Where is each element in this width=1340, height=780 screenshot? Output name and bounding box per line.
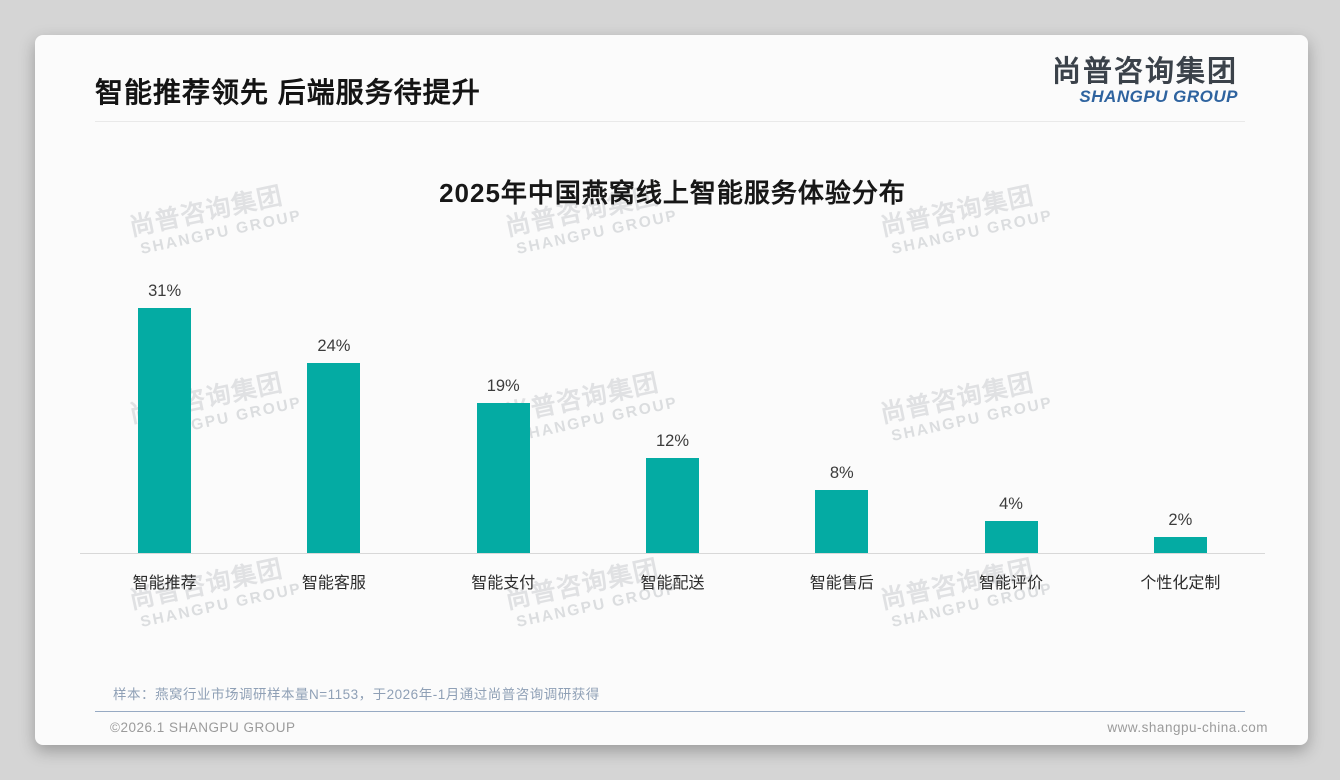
bar-column: 2%: [1096, 511, 1265, 553]
x-axis-label: 智能售后: [809, 575, 874, 592]
bar: [815, 489, 869, 553]
x-axis-label: 智能推荐: [132, 575, 197, 592]
x-axis-label: 智能客服: [301, 575, 366, 592]
bar-column: 31%: [80, 282, 249, 553]
bar-value-label: 8%: [829, 463, 854, 482]
x-axis-label: 智能评价: [979, 575, 1044, 592]
report-slide: 尚普咨询集团 SHANGPU GROUP 尚普咨询集团 SHANGPU GROUP 尚普…: [35, 35, 1308, 745]
page-title: 智能推荐领先 后端服务待提升: [95, 77, 481, 108]
x-axis-label: 智能支付: [471, 575, 536, 592]
bar: [1153, 537, 1207, 553]
bar-value-label: 31%: [148, 282, 182, 301]
sample-footnote: 样本：燕窝行业市场调研样本量N=1153，于2026年-1月通过尚普咨询调研获得: [113, 687, 600, 702]
bar: [307, 363, 361, 553]
bar: [476, 402, 530, 553]
x-axis-line: [80, 553, 1265, 554]
bar: [138, 308, 192, 553]
logo-chinese-name: 尚普咨询集团: [1051, 56, 1238, 88]
bar: [984, 521, 1038, 553]
footer-divider: [95, 711, 1245, 712]
company-logo: 尚普咨询集团 SHANGPU GROUP: [1052, 57, 1238, 106]
logo-english-name: SHANGPU GROUP: [1079, 87, 1238, 107]
bar: [645, 458, 699, 553]
copyright-text: ©2026.1 SHANGPU GROUP: [110, 720, 296, 735]
watermark-english: SHANGPU GROUP: [889, 206, 1055, 258]
website-url: www.shangpu-china.com: [1107, 720, 1268, 735]
watermark-english: SHANGPU GROUP: [514, 206, 680, 258]
bar-value-label: 19%: [486, 376, 520, 395]
bar-column: 8%: [757, 464, 926, 553]
footer: ©2026.1 SHANGPU GROUP www.shangpu-china.…: [110, 720, 1268, 735]
watermark-english: SHANGPU GROUP: [138, 206, 304, 258]
bar-plot: 31% 24% 19% 12% 8% 4% 2%: [80, 265, 1265, 553]
x-axis-label: 个性化定制: [1140, 575, 1221, 592]
x-axis-labels: 智能推荐 智能客服 智能支付 智能配送 智能售后 智能评价 个性化定制: [80, 569, 1265, 593]
bar-column: 19%: [419, 377, 588, 553]
chart-title: 2025年中国燕窝线上智能服务体验分布: [439, 178, 906, 208]
bar-column: 24%: [249, 337, 418, 553]
bar-value-label: 2%: [1168, 511, 1193, 530]
bar-value-label: 24%: [317, 337, 351, 356]
bar-column: 12%: [588, 432, 757, 553]
bar-value-label: 12%: [655, 432, 689, 451]
x-axis-label: 智能配送: [640, 575, 705, 592]
bar-column: 4%: [926, 495, 1095, 553]
title-divider: [95, 121, 1245, 122]
bar-value-label: 4%: [999, 495, 1023, 514]
